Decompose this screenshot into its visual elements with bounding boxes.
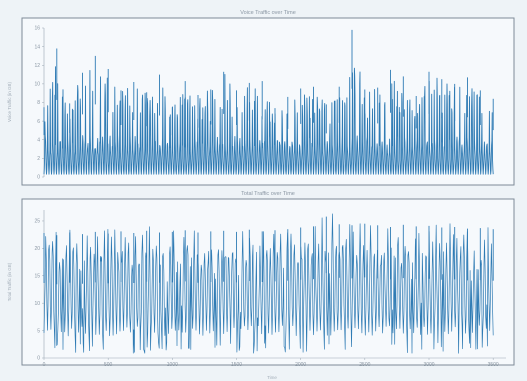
voice-y-tick-label: 14: [34, 44, 40, 50]
voice-y-tick-label: 16: [34, 26, 40, 32]
total-y-tick-label: 20: [34, 246, 40, 252]
total-x-tick-label: 2000: [295, 362, 306, 368]
voice-y-tick-label: 8: [37, 100, 40, 106]
total-y-tick-label: 10: [34, 301, 40, 307]
total-x-tick-label: 500: [104, 362, 113, 368]
total-x-tick-label: 1000: [167, 362, 178, 368]
voice-y-tick-label: 0: [37, 175, 40, 181]
total-y-axis-title: Total Traffic (in GB): [7, 262, 12, 301]
voice-plot-area: [43, 29, 494, 175]
total-y-tick-label: 5: [37, 328, 40, 334]
voice-axes: 0 2 4 6 8 10 12 14 16: [34, 26, 45, 181]
voice-y-tick-label: 2: [37, 156, 40, 162]
total-x-tick-label: 1500: [231, 362, 242, 368]
total-x-tick-label: 0: [43, 362, 46, 368]
total-y-tick-label: 15: [34, 273, 40, 279]
total-y-tick-label: 0: [37, 356, 40, 362]
total-plot-area: [43, 213, 494, 354]
voice-y-axis-title: Voice Traffic (in GB): [7, 82, 12, 122]
total-x-tick-label: 2500: [359, 362, 370, 368]
total-x-axis-title: Time: [267, 375, 277, 380]
voice-y-tick-label: 4: [37, 137, 40, 143]
voice-y-tick-label: 10: [34, 82, 40, 88]
voice-y-tick-label: 6: [37, 119, 40, 125]
total-x-tick-label: 3000: [423, 362, 434, 368]
voice-traffic-series-line: [43, 66, 494, 175]
voice-y-tick-label: 12: [34, 63, 40, 69]
total-x-tick-label: 3500: [488, 362, 499, 368]
total-chart-title: Total Traffic over Time: [241, 191, 295, 197]
voice-chart-title: Voice Traffic over Time: [240, 10, 296, 16]
total-y-tick-label: 25: [34, 219, 40, 225]
total-traffic-series-line: [43, 213, 494, 354]
